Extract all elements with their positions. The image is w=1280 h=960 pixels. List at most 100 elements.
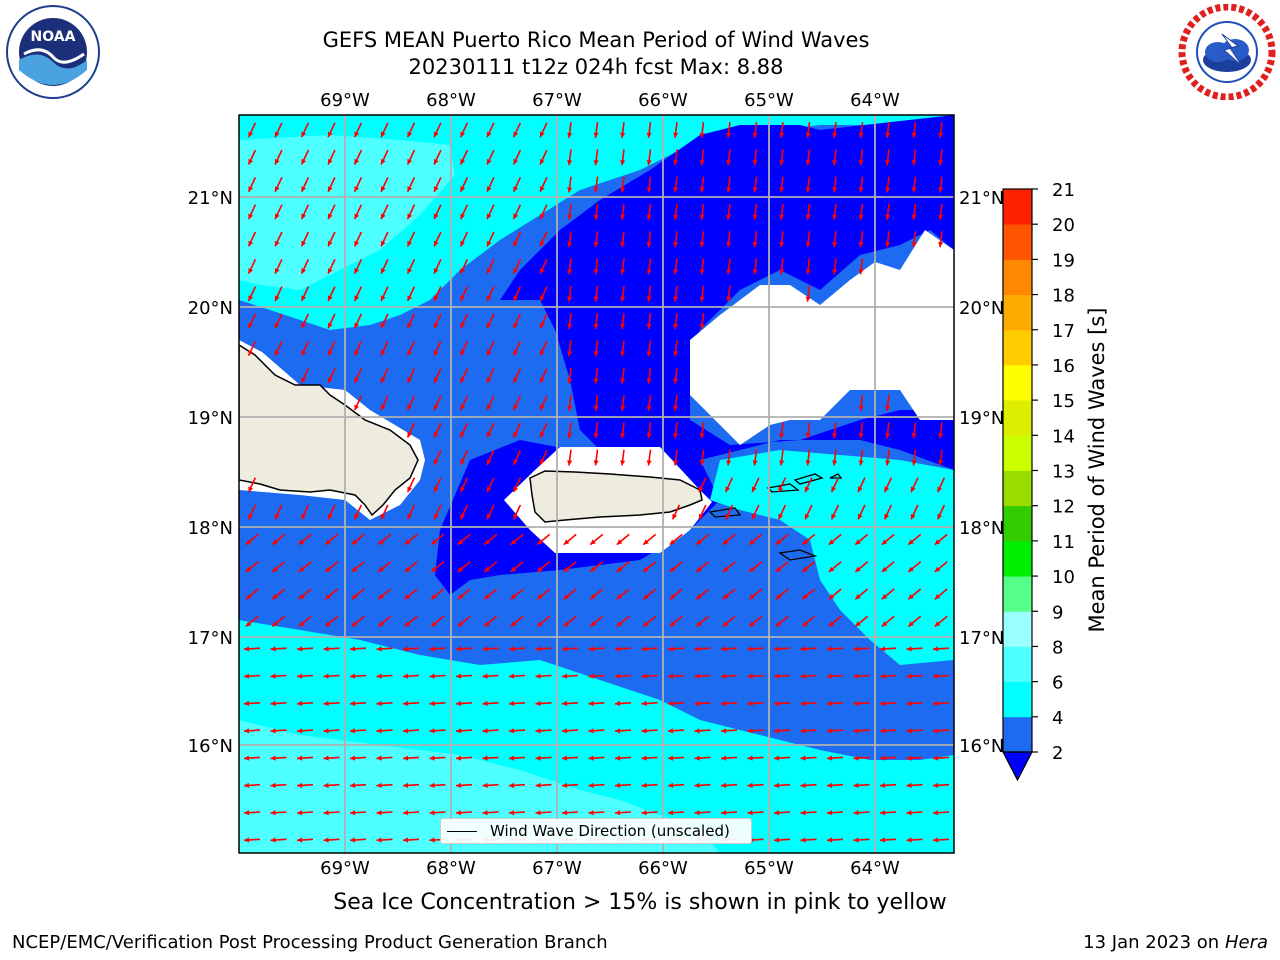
wind-wave-arrow — [300, 368, 310, 384]
wind-wave-arrow — [404, 533, 418, 546]
wind-wave-arrow — [879, 728, 897, 734]
wind-wave-arrow — [722, 588, 736, 600]
wind-wave-arrow — [567, 121, 573, 139]
wind-wave-arrow — [512, 122, 522, 138]
colorbar-tick-label: 16 — [1052, 356, 1075, 377]
wind-wave-arrow — [512, 231, 522, 247]
wind-wave-arrow — [296, 810, 314, 816]
wind-wave-arrow — [620, 394, 626, 412]
wind-wave-arrow — [380, 258, 389, 275]
wind-wave-arrow — [907, 561, 922, 573]
colorbar-tick-label: 11 — [1052, 532, 1075, 553]
wind-wave-arrow — [614, 646, 632, 652]
wind-wave-arrow — [832, 176, 838, 193]
wind-wave-arrow — [349, 810, 367, 816]
wind-wave-arrow — [720, 755, 738, 761]
wind-wave-arrow — [327, 122, 336, 138]
wind-wave-arrow — [349, 755, 367, 761]
wind-wave-arrow — [406, 204, 416, 220]
wind-wave-arrow — [879, 782, 897, 788]
wind-wave-arrow — [726, 231, 732, 248]
wind-wave-arrow — [641, 646, 658, 652]
wind-wave-arrow — [486, 204, 495, 220]
wind-wave-arrow — [858, 258, 864, 275]
wind-wave-arrow — [620, 176, 626, 193]
wind-wave-arrow — [932, 728, 950, 734]
colorbar-tick-label: 12 — [1052, 497, 1075, 518]
wind-wave-arrow — [726, 449, 732, 466]
contour-field — [239, 115, 954, 853]
wind-wave-arrow — [327, 149, 336, 165]
lat-label-left: 19°N — [188, 408, 233, 429]
wind-wave-arrow — [857, 477, 866, 493]
wind-wave-arrow — [906, 782, 923, 788]
wind-wave-arrow — [508, 728, 526, 734]
wind-wave-arrow — [433, 340, 442, 356]
lon-label-bottom: 65°W — [744, 858, 794, 879]
wind-wave-arrow — [327, 204, 336, 220]
wind-wave-arrow — [858, 394, 864, 412]
wind-wave-arrow — [646, 367, 652, 384]
wind-wave-arrow — [323, 755, 340, 761]
wind-wave-arrow — [620, 449, 626, 466]
wind-wave-arrow — [881, 588, 895, 600]
wind-wave-arrow — [726, 258, 732, 275]
wind-wave-arrow — [853, 755, 870, 761]
wind-wave-arrow — [853, 782, 870, 788]
wind-wave-arrow — [323, 673, 340, 679]
wind-wave-arrow — [646, 231, 652, 248]
wind-wave-arrow — [353, 340, 363, 356]
wind-wave-arrow — [245, 561, 259, 573]
wind-wave-arrow — [377, 588, 392, 600]
wind-wave-arrow — [722, 615, 736, 628]
wind-wave-arrow — [694, 673, 711, 679]
wind-wave-arrow — [620, 422, 626, 439]
wind-wave-arrow — [616, 561, 630, 573]
wind-wave-arrow — [563, 533, 577, 546]
wind-wave-arrow — [932, 782, 950, 788]
wind-wave-arrow — [247, 258, 257, 275]
wind-wave-arrow — [881, 533, 895, 546]
colorbar-tick-label: 19 — [1052, 250, 1075, 271]
missing-region-ne — [690, 230, 954, 445]
wind-wave-arrow — [747, 728, 764, 734]
wind-wave-arrow — [324, 561, 339, 573]
wind-wave-arrow — [720, 646, 738, 652]
wind-wave-arrow — [910, 504, 919, 520]
colorbar-segment — [1003, 259, 1032, 295]
wind-wave-arrow — [885, 203, 891, 220]
wind-wave-arrow — [694, 810, 711, 816]
wind-wave-arrow — [616, 533, 630, 546]
wind-wave-arrow — [270, 755, 287, 761]
wind-wave-arrow — [406, 395, 416, 411]
wind-wave-arrow — [402, 728, 420, 734]
noaa-logo-icon: NOAA — [6, 5, 100, 99]
wind-wave-arrow — [245, 615, 259, 628]
wind-wave-arrow — [376, 646, 393, 652]
wind-wave-arrow — [402, 782, 420, 788]
wind-wave-arrow — [351, 533, 365, 546]
lon-labels-bottom: 69°W 68°W 67°W 66°W 65°W 64°W — [320, 858, 900, 879]
wind-wave-arrow — [402, 755, 420, 761]
wind-wave-arrow — [699, 231, 705, 248]
wind-wave-arrow — [406, 122, 416, 138]
wind-wave-arrow — [351, 615, 365, 628]
wind-wave-arrow — [906, 700, 923, 707]
wind-wave-arrow — [800, 810, 817, 816]
wind-wave-arrow — [486, 422, 495, 438]
wind-wave-arrow — [430, 561, 445, 573]
wind-wave-arrow — [720, 728, 738, 734]
lat-labels-right: 21°N 20°N 19°N 18°N 17°N 16°N — [959, 188, 1004, 757]
wind-wave-arrow — [699, 449, 705, 466]
wind-wave-arrow — [274, 313, 283, 329]
chart-title: GEFS MEAN Puerto Rico Mean Period of Win… — [322, 28, 870, 52]
wind-wave-arrow — [800, 755, 817, 761]
wind-wave-arrow — [508, 810, 526, 816]
wind-wave-arrow — [247, 122, 257, 138]
wind-wave-arrow — [482, 782, 499, 788]
wind-wave-arrow — [832, 203, 838, 220]
colorbar-tick-label: 15 — [1052, 391, 1075, 412]
wind-wave-arrow — [932, 810, 950, 816]
wind-wave-arrow — [459, 313, 469, 329]
wind-wave-arrow — [561, 646, 579, 652]
